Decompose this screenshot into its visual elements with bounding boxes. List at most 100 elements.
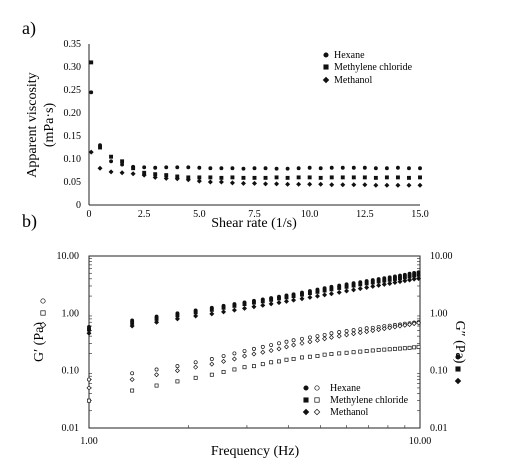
panel-b-data-point bbox=[337, 330, 342, 335]
panel-b-data-point bbox=[328, 291, 334, 297]
panel-b-data-point bbox=[175, 364, 180, 369]
panel-b-data-point bbox=[314, 293, 320, 299]
panel-a-data-point bbox=[240, 180, 246, 186]
panel-a-data-point bbox=[130, 171, 136, 177]
panel-b-data-point bbox=[232, 303, 237, 308]
panel-a-data-point bbox=[318, 175, 323, 180]
panel-b-data-point bbox=[154, 367, 159, 372]
panel-b-data-point bbox=[387, 277, 392, 282]
panel-a-data-point bbox=[153, 165, 158, 170]
panel-b-data-point bbox=[336, 333, 342, 339]
panel-a-data-point bbox=[407, 166, 411, 171]
panel-b-data-point bbox=[260, 302, 266, 308]
panel-a-data-point bbox=[174, 176, 180, 182]
panel-b-data-point bbox=[260, 299, 265, 304]
panel-a-data-point bbox=[285, 181, 291, 187]
panel-b-data-point bbox=[268, 301, 274, 307]
panel-a-label: a) bbox=[22, 18, 36, 39]
panel-b-data-point bbox=[300, 292, 304, 297]
panel-b-label: b) bbox=[22, 211, 37, 232]
panel-b-data-point bbox=[232, 367, 237, 372]
panel-b-right-y-tick-label: 0.10 bbox=[430, 366, 448, 377]
panel-b-data-point bbox=[398, 346, 402, 351]
panel-b-legend-methylene-chloride: Methylene chloride bbox=[330, 395, 409, 406]
panel-a-data-point bbox=[362, 165, 367, 170]
panel-b-data-point bbox=[344, 288, 350, 294]
panel-b-data-point bbox=[291, 294, 296, 299]
panel-a-data-point bbox=[120, 162, 125, 167]
panel-b-data-point bbox=[284, 357, 289, 362]
panel-b-data-point bbox=[154, 383, 159, 388]
panel-a-data-point bbox=[142, 165, 147, 170]
panel-a-data-point bbox=[241, 166, 246, 171]
panel-b-data-point bbox=[221, 354, 226, 358]
panel-b-data-point bbox=[231, 356, 237, 362]
panel-a-data-point bbox=[252, 166, 257, 171]
panel-b-data-point bbox=[382, 347, 387, 352]
panel-b-data-point bbox=[351, 350, 356, 355]
panel-b-data-point bbox=[291, 338, 296, 343]
panel-b-data-point bbox=[242, 365, 247, 370]
panel-b-left-y-tick-label: 10.00 bbox=[57, 251, 80, 262]
panel-b-series-hexane-loss bbox=[87, 320, 421, 382]
panel-b-right-y-tick-label: 10.00 bbox=[430, 251, 453, 262]
panel-b-data-point bbox=[322, 352, 327, 357]
panel-a-data-point bbox=[362, 175, 367, 180]
panel-a-data-point bbox=[384, 182, 390, 188]
panel-b-data-point bbox=[283, 298, 289, 304]
panel-b-data-point bbox=[283, 344, 289, 350]
panel-a-data-point bbox=[351, 175, 356, 180]
panel-b-data-point bbox=[412, 345, 417, 350]
panel-b-data-point bbox=[364, 281, 369, 286]
panel-b-data-point bbox=[251, 300, 256, 305]
panel-a-data-point bbox=[141, 172, 147, 178]
panel-b-data-point bbox=[154, 372, 160, 378]
panel-a-data-point bbox=[351, 182, 357, 188]
panel-b-right-y-tick-label: 1.00 bbox=[430, 308, 448, 319]
panel-b-data-point bbox=[397, 323, 403, 329]
panel-b-left-y-tick-label: 1.00 bbox=[62, 308, 80, 319]
panel-b-data-point bbox=[381, 326, 387, 332]
panel-a-data-point bbox=[274, 175, 279, 180]
panel-b-data-point bbox=[387, 280, 393, 286]
panel-b-data-point bbox=[300, 336, 304, 341]
panel-b-data-point bbox=[337, 351, 342, 356]
panel-b-data-point bbox=[344, 329, 349, 334]
panel-b-legend-marker bbox=[303, 397, 309, 403]
panel-b-data-point bbox=[411, 321, 417, 327]
panel-a-legend-methanol: Methanol bbox=[334, 75, 373, 86]
panel-a-data-point bbox=[218, 179, 224, 185]
panel-a-data-point bbox=[373, 166, 378, 171]
panel-b-data-point bbox=[370, 328, 376, 334]
panel-a-data-point bbox=[362, 182, 368, 188]
panel-a-data-point bbox=[395, 165, 400, 170]
panel-b-data-point bbox=[392, 346, 397, 351]
panel-a-legend-methylene-chloride: Methylene chloride bbox=[334, 62, 413, 73]
panel-b-data-point bbox=[392, 280, 398, 285]
panel-a-data-point bbox=[230, 166, 235, 171]
panel-b-data-point bbox=[357, 330, 363, 336]
panel-b-data-point bbox=[351, 328, 356, 333]
panel-b-data-point bbox=[276, 300, 282, 306]
panel-b-data-point bbox=[351, 283, 356, 288]
panel-b-data-point bbox=[86, 385, 92, 391]
panel-a-data-point bbox=[340, 182, 346, 188]
panel-b-data-point bbox=[209, 361, 215, 367]
panel-b-data-point bbox=[209, 357, 214, 361]
panel-b-legend-methanol: Methanol bbox=[330, 407, 369, 418]
panel-b-data-point bbox=[154, 319, 160, 325]
panel-a-data-point bbox=[296, 166, 301, 171]
panel-b-right-y-tick-label: 0.01 bbox=[430, 423, 448, 434]
panel-b-left-y-tick-label: 0.10 bbox=[62, 366, 80, 377]
panel-b-data-point bbox=[193, 313, 199, 319]
panel-b-data-point bbox=[277, 341, 281, 346]
panel-b-data-point bbox=[381, 281, 387, 287]
panel-b-data-point bbox=[411, 276, 417, 282]
panel-b-data-point bbox=[242, 302, 247, 307]
panel-b-data-point bbox=[129, 323, 135, 329]
panel-a-y-tick-label: 0.35 bbox=[64, 39, 82, 50]
panel-a-series-methanol bbox=[88, 149, 423, 188]
panel-b-right-axis-symbol bbox=[455, 366, 461, 372]
panel-b-data-point bbox=[344, 350, 349, 355]
panel-b-data-point bbox=[193, 364, 199, 370]
